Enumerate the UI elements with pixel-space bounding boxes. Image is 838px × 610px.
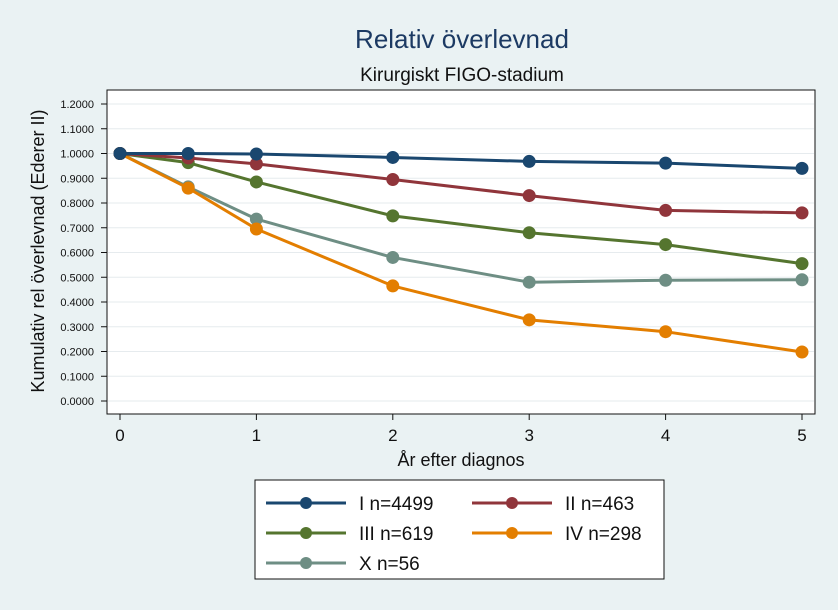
y-tick-label: 0.6000 — [60, 248, 94, 260]
y-tick-label: 1.0000 — [60, 149, 94, 161]
data-point — [659, 238, 673, 252]
data-point — [795, 206, 809, 220]
x-tick-label: 3 — [524, 426, 533, 445]
data-point — [249, 222, 263, 236]
data-point — [659, 203, 673, 217]
legend-item: III n=619 — [266, 524, 433, 545]
data-point — [659, 156, 673, 170]
data-point — [249, 175, 263, 189]
y-tick-label: 0.4000 — [60, 297, 94, 309]
y-tick-label: 0.1000 — [60, 371, 94, 383]
data-point — [522, 313, 536, 327]
chart-subtitle: Kirurgiskt FIGO-stadium — [360, 65, 564, 86]
series-I — [113, 147, 809, 175]
x-tick-label: 1 — [252, 426, 261, 445]
legend-swatch-marker — [300, 527, 312, 539]
legend-item: I n=4499 — [266, 494, 434, 515]
x-tick-label: 2 — [388, 426, 397, 445]
legend: I n=4499 II n=463 III n=619 IV n=298 X n=56 — [266, 494, 642, 575]
data-point — [386, 250, 400, 264]
data-point — [181, 181, 195, 195]
legend-item: X n=56 — [266, 554, 420, 575]
x-tick-label: 0 — [115, 426, 124, 445]
data-point — [113, 147, 127, 160]
legend-label: IV n=298 — [565, 524, 642, 545]
data-point — [386, 209, 400, 223]
x-tick-label: 4 — [661, 426, 670, 445]
y-tick-label: 1.1000 — [60, 124, 94, 136]
legend-label: X n=56 — [359, 554, 420, 575]
x-tick-label: 5 — [797, 426, 806, 445]
data-point — [522, 189, 536, 203]
legend-swatch-marker — [506, 497, 518, 509]
legend-label: III n=619 — [359, 524, 433, 545]
y-axis: 0.0000 0.1000 0.2000 0.3000 0.4000 0.5000 0.60… — [60, 99, 107, 408]
y-axis-label: Kumulativ rel överlevnad (Ederer II) — [28, 109, 48, 392]
data-point — [522, 226, 536, 240]
series-lines — [113, 147, 809, 359]
data-point — [795, 161, 809, 175]
data-point — [386, 279, 400, 293]
x-axis: 0 1 2 3 4 5 — [115, 414, 807, 445]
legend-item: IV n=298 — [472, 524, 642, 545]
legend-label: II n=463 — [565, 494, 634, 515]
data-point — [386, 150, 400, 164]
y-tick-label: 1.2000 — [60, 99, 94, 111]
y-tick-label: 0.8000 — [60, 198, 94, 210]
data-point — [659, 325, 673, 339]
y-tick-label: 0.7000 — [60, 223, 94, 235]
legend-label: I n=4499 — [359, 494, 434, 515]
chart-title: Relativ överlevnad — [355, 24, 569, 54]
data-point — [249, 147, 263, 161]
data-point — [522, 154, 536, 168]
data-point — [795, 345, 809, 359]
legend-swatch-marker — [300, 557, 312, 569]
y-tick-label: 0.0000 — [60, 396, 94, 408]
data-point — [659, 273, 673, 287]
data-point — [795, 257, 809, 271]
legend-swatch-marker — [506, 527, 518, 539]
y-tick-label: 0.5000 — [60, 272, 94, 284]
data-point — [386, 172, 400, 186]
legend-item: II n=463 — [472, 494, 634, 515]
x-axis-label: År efter diagnos — [397, 450, 524, 470]
legend-swatch-marker — [300, 497, 312, 509]
data-point — [522, 275, 536, 289]
y-tick-label: 0.3000 — [60, 322, 94, 334]
data-point — [795, 273, 809, 287]
data-point — [181, 147, 195, 160]
y-tick-label: 0.2000 — [60, 347, 94, 359]
y-tick-label: 0.9000 — [60, 173, 94, 185]
